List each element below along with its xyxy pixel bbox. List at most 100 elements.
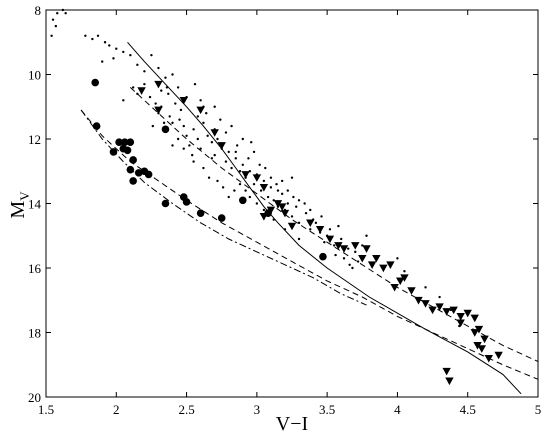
circle-point — [319, 252, 327, 261]
dot-point — [61, 8, 65, 12]
triangle-point — [473, 342, 482, 350]
triangle-point — [339, 245, 349, 253]
triangle-point — [456, 319, 465, 328]
dot-point — [165, 86, 169, 89]
triangle-point — [372, 254, 381, 263]
dot-point — [332, 244, 336, 247]
triangle-point — [351, 242, 360, 250]
dot-point — [122, 50, 125, 54]
dot-point — [190, 153, 194, 157]
dot-point — [252, 150, 256, 154]
axis-ticks: 1.5 2 2.5 3 3.5 4 4.5 5 8 10 12 14 16 18 20 — [28, 3, 541, 417]
triangle-point — [470, 329, 479, 337]
line-solid — [127, 41, 522, 395]
dot-point — [337, 224, 340, 228]
triangle-point — [379, 264, 388, 273]
x-tick-label: 2 — [113, 402, 120, 417]
dot-point — [210, 141, 214, 144]
circle-point — [126, 165, 135, 174]
dot-point — [247, 157, 250, 160]
dot-point — [202, 121, 205, 125]
circle-point — [144, 170, 153, 179]
dot-point — [171, 144, 174, 147]
x-tick-label: 5 — [535, 402, 542, 417]
triangle-point — [396, 277, 405, 286]
triangle-point — [400, 274, 409, 282]
dot-point — [424, 286, 427, 289]
dot-point — [234, 150, 237, 154]
dot-point — [283, 228, 287, 231]
triangle-point — [306, 219, 315, 228]
dot-point — [56, 12, 59, 15]
y-axis-label-sub: V — [17, 191, 32, 201]
dot-point — [230, 124, 233, 128]
dot-point — [96, 34, 100, 37]
dot-point — [182, 147, 185, 150]
dot-point — [276, 189, 280, 192]
dot-point — [347, 247, 350, 250]
dot-point — [290, 215, 294, 218]
triangle-point — [390, 283, 399, 292]
dot-point — [304, 211, 308, 215]
triangle-point — [179, 96, 188, 105]
dot-point — [303, 202, 306, 205]
triangle-point — [442, 367, 451, 376]
dot-point — [295, 205, 298, 208]
triangle-point — [259, 213, 269, 221]
dot-point — [143, 82, 146, 86]
triangle-point — [315, 225, 325, 234]
x-tick-label: 1.5 — [38, 402, 54, 417]
dot-point — [328, 228, 332, 231]
triangle-point — [259, 184, 269, 192]
model-lines — [80, 41, 539, 395]
x-tick-label: 4.5 — [460, 402, 476, 417]
dot-point — [193, 82, 197, 86]
dot-point — [259, 189, 263, 192]
dot-point — [178, 118, 181, 121]
dot-point — [269, 176, 273, 179]
triangle-point — [463, 309, 472, 318]
dot-point — [224, 131, 228, 134]
dot-point — [199, 147, 202, 150]
dot-point — [314, 221, 318, 225]
triangle-point — [470, 314, 479, 323]
dot-point — [334, 253, 337, 257]
triangle-point — [477, 345, 486, 353]
dot-point — [309, 228, 312, 231]
dot-point — [438, 295, 441, 299]
line-dashed — [80, 109, 539, 380]
x-tick-label: 2.5 — [178, 402, 194, 417]
circle-point — [161, 125, 170, 134]
dot-point — [50, 34, 53, 37]
triangle-point — [137, 87, 146, 95]
dot-point — [269, 186, 273, 189]
dot-point — [167, 92, 170, 96]
dot-point — [213, 153, 216, 157]
y-tick-label: 14 — [28, 197, 42, 212]
dot-point — [196, 137, 200, 141]
y-tick-label: 10 — [28, 68, 41, 83]
dot-point — [207, 176, 211, 179]
dot-point — [112, 57, 115, 60]
dot-point — [250, 141, 253, 144]
triangle-point — [442, 308, 451, 316]
dot-point — [171, 121, 174, 125]
dot-point — [238, 182, 242, 186]
triangle-point — [154, 80, 163, 89]
dot-point — [136, 92, 139, 96]
dot-point — [216, 137, 219, 141]
triangle-point — [266, 206, 276, 215]
dot-point — [258, 163, 261, 166]
circle-point — [182, 198, 191, 206]
dot-point — [221, 186, 225, 189]
dot-point — [272, 218, 275, 221]
dot-point — [266, 195, 270, 199]
dot-point — [205, 112, 208, 115]
triangle-point — [367, 261, 377, 269]
triangle-point — [217, 142, 226, 150]
circle-point — [129, 156, 137, 164]
triangle-point — [484, 354, 493, 363]
triangle-point — [358, 254, 367, 263]
dot-point — [227, 195, 230, 199]
dot-point — [238, 170, 242, 173]
